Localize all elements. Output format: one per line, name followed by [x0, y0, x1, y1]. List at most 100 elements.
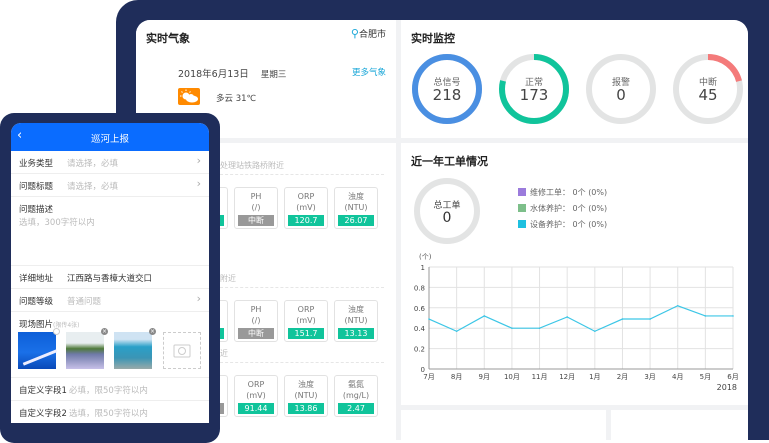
- legend-label: 水体养护：: [530, 204, 570, 213]
- x-tick-label: 4月: [672, 373, 683, 381]
- data-point: [594, 330, 596, 333]
- ring-label: 中断: [698, 78, 717, 88]
- series-line: [428, 305, 733, 332]
- add-photo-button[interactable]: [163, 332, 201, 369]
- status-ring[interactable]: [585, 53, 657, 125]
- data-point: [704, 315, 707, 317]
- monitor-panel: 实时监控 总信号 218 正常 173 报警 0 中断 45: [401, 20, 748, 138]
- camera-icon: [173, 344, 191, 358]
- data-point: [483, 315, 486, 317]
- sensor-card[interactable]: ORP (mV) 151.7: [284, 300, 328, 342]
- sensor-card[interactable]: ORP (mV) 120.7: [284, 187, 328, 229]
- sensor-card[interactable]: 浊度 (NTU) 13.86: [284, 375, 328, 417]
- ring-value: 218: [432, 86, 462, 104]
- ring-label: 总信号: [433, 78, 461, 88]
- ring-value: 173: [519, 86, 549, 104]
- sensor-name: 浊度: [348, 305, 364, 314]
- sensor-card[interactable]: 浊度 (NTU) 13.13: [334, 300, 378, 342]
- x-tick-label: 12月: [559, 373, 575, 381]
- field-issue-description[interactable]: 问题描述 选填，300字符以内: [11, 197, 209, 266]
- field-label: 自定义字段2: [19, 409, 67, 419]
- sensor-value: 2.47: [338, 403, 374, 414]
- y-tick-label: 0.8: [414, 284, 425, 292]
- total-value: 0: [442, 210, 452, 226]
- legend-count: 0个: [572, 220, 586, 229]
- sensor-card[interactable]: 浊度 (NTU) 26.07: [334, 187, 378, 229]
- delete-photo-icon[interactable]: ×: [149, 328, 156, 335]
- field-custom-2[interactable]: 自定义字段2 选填，限50字符以内: [11, 401, 209, 423]
- sensor-card[interactable]: 氨氮 (mg/L) 2.47: [334, 375, 378, 417]
- field-business-type[interactable]: 业务类型 请选择，必填 ›: [11, 151, 209, 174]
- phone-screen: ‹ 巡河上报 业务类型 请选择，必填 › 问题标题 请选择，必填 › 问题描述 选填，30…: [11, 123, 209, 423]
- field-photos: 现场图片(限传4张): [11, 312, 209, 378]
- city-selector[interactable]: ⚲合肥市: [351, 27, 386, 40]
- field-address[interactable]: 详细地址 江西路与香樟大道交口: [11, 266, 209, 289]
- photo-thumbnail[interactable]: [66, 332, 104, 369]
- field-value: 江西路与香樟大道交口: [67, 274, 153, 284]
- sensor-name: ORP: [247, 380, 265, 389]
- sensor-unit: (NTU): [344, 203, 368, 212]
- y-axis-unit: (个): [419, 253, 432, 261]
- data-point: [566, 316, 568, 318]
- field-placeholder: 选填，限50字符以内: [69, 409, 148, 419]
- y-tick-label: 0.2: [414, 346, 425, 354]
- sensor-value: 26.07: [338, 215, 374, 226]
- status-ring[interactable]: [672, 53, 744, 125]
- sensor-card[interactable]: ORP (mV) 91.44: [234, 375, 278, 417]
- legend-item: 水体养护： 0个 (0%): [518, 203, 607, 214]
- sensor-value: 13.86: [288, 403, 324, 414]
- chevron-right-icon: ›: [196, 177, 201, 190]
- data-point: [621, 318, 624, 320]
- chevron-right-icon: ›: [196, 154, 201, 167]
- field-label: 现场图片: [19, 320, 54, 330]
- ring-label: 正常: [524, 78, 543, 88]
- bottom-panel-right: [611, 410, 748, 440]
- sensor-card[interactable]: PH (/) 中断: [234, 300, 278, 342]
- partly-cloudy-icon: [178, 88, 200, 105]
- sensor-value: 91.44: [238, 403, 274, 414]
- field-issue-level[interactable]: 问题等级 普通问题 ›: [11, 289, 209, 312]
- photos-hint: (限传4张): [53, 322, 80, 329]
- x-tick-label: 9月: [479, 373, 490, 381]
- field-placeholder: 必填，限50字符以内: [69, 386, 148, 396]
- more-weather-link[interactable]: 更多气象: [351, 68, 386, 78]
- sensor-unit: (mV): [246, 391, 266, 400]
- x-tick-label: 5月: [700, 373, 711, 381]
- weather-weekday: 星期三: [260, 70, 287, 80]
- sensor-value: 中断: [238, 215, 274, 226]
- field-label: 业务类型: [19, 159, 54, 169]
- legend-label: 维修工单：: [530, 188, 570, 197]
- photo-thumbnail[interactable]: [18, 332, 58, 369]
- field-label: 详细地址: [19, 274, 54, 284]
- sensor-unit: (/): [251, 203, 261, 212]
- field-placeholder: 请选择，必填: [67, 159, 119, 169]
- y-tick-label: 1: [421, 264, 425, 272]
- delete-photo-icon[interactable]: ×: [101, 328, 108, 335]
- weather-temp: 31℃: [235, 94, 257, 104]
- status-ring[interactable]: [498, 53, 570, 125]
- data-point: [538, 327, 541, 329]
- sensor-unit: (NTU): [294, 391, 318, 400]
- field-placeholder: 选填，300字符以内: [19, 218, 95, 228]
- field-issue-title[interactable]: 问题标题 请选择，必填 ›: [11, 174, 209, 197]
- data-point: [428, 318, 430, 320]
- data-point: [649, 318, 651, 320]
- y-tick-label: 0: [421, 366, 425, 374]
- sensor-card[interactable]: PH (/) 中断: [234, 187, 278, 229]
- field-custom-1[interactable]: 自定义字段1 必填，限50字符以内: [11, 378, 209, 401]
- workorder-title: 近一年工单情况: [411, 155, 488, 168]
- phone-title: 巡河上报: [90, 134, 129, 145]
- sensor-unit: (NTU): [344, 316, 368, 325]
- sensor-unit: (mg/L): [342, 391, 370, 400]
- station-name: 附近: [212, 349, 228, 358]
- station-name: 桥附近: [212, 274, 236, 283]
- back-arrow-icon[interactable]: ‹: [17, 128, 23, 143]
- x-tick-label: 7月: [423, 373, 434, 381]
- status-ring[interactable]: [411, 53, 483, 125]
- delete-photo-icon[interactable]: [53, 328, 60, 335]
- ring-value: 0: [616, 86, 626, 104]
- sensor-unit: (mV): [296, 316, 316, 325]
- sensor-value: 13.13: [338, 328, 374, 339]
- sensor-unit: (mV): [296, 203, 316, 212]
- photo-thumbnail[interactable]: [114, 332, 152, 369]
